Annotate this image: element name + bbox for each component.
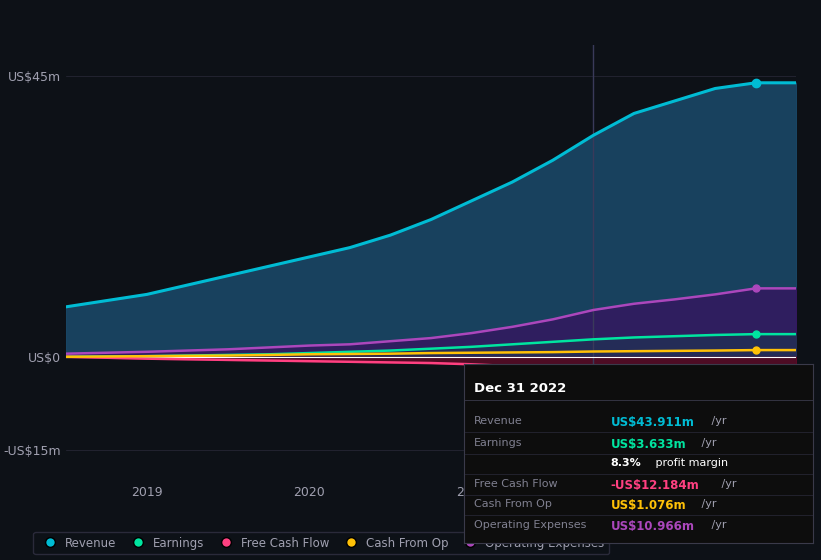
Text: Cash From Op: Cash From Op — [475, 500, 553, 509]
Text: /yr: /yr — [708, 416, 727, 426]
Text: 8.3%: 8.3% — [610, 458, 641, 468]
Text: Dec 31 2022: Dec 31 2022 — [475, 382, 566, 395]
Legend: Revenue, Earnings, Free Cash Flow, Cash From Op, Operating Expenses: Revenue, Earnings, Free Cash Flow, Cash … — [34, 532, 609, 554]
Text: Revenue: Revenue — [475, 416, 523, 426]
Text: -US$12.184m: -US$12.184m — [610, 479, 699, 492]
Text: /yr: /yr — [718, 479, 736, 489]
Text: US$3.633m: US$3.633m — [610, 438, 686, 451]
Text: US$1.076m: US$1.076m — [610, 500, 686, 512]
Text: /yr: /yr — [708, 520, 727, 530]
Text: US$10.966m: US$10.966m — [610, 520, 695, 533]
Text: US$43.911m: US$43.911m — [610, 416, 695, 429]
Text: Free Cash Flow: Free Cash Flow — [475, 479, 558, 489]
Text: profit margin: profit margin — [653, 458, 728, 468]
Text: /yr: /yr — [699, 438, 717, 449]
Text: /yr: /yr — [699, 500, 717, 509]
Text: Earnings: Earnings — [475, 438, 523, 449]
Text: Operating Expenses: Operating Expenses — [475, 520, 587, 530]
